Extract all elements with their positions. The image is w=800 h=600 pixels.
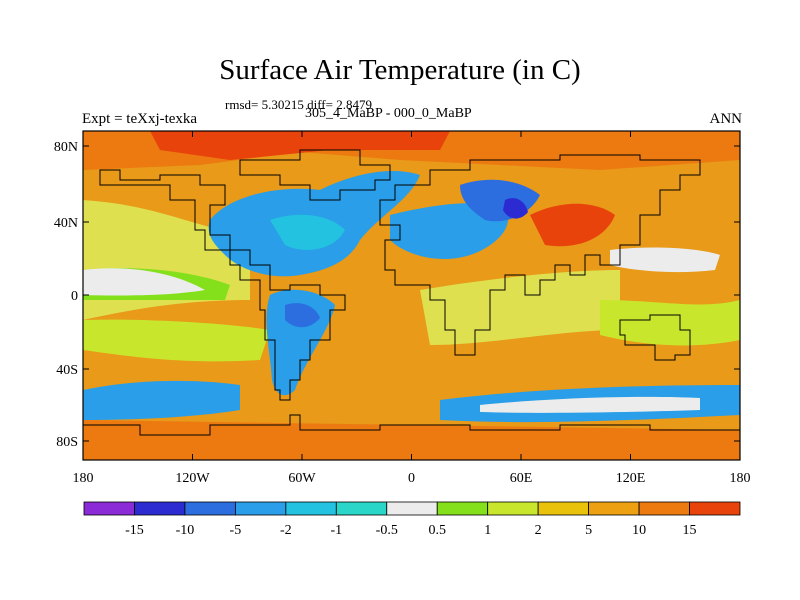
colorbar-swatch: [134, 501, 186, 516]
arctic-hot-region: [150, 131, 450, 160]
coastlines: [83, 149, 740, 436]
colorbar-label: -15: [125, 523, 144, 538]
stats-line: rmsd= 5.30215 diff= 2.8479: [225, 97, 372, 112]
lat-tick-label: 0: [71, 289, 78, 304]
colorbar-swatch: [436, 501, 489, 516]
colorbar-label: 15: [683, 523, 697, 538]
colorbar-swatch: [537, 501, 590, 516]
americas-coastline: [99, 169, 346, 401]
pacific-neutral: [610, 247, 720, 273]
colorbar-swatch: [335, 501, 388, 516]
colorbar-swatch: [285, 501, 337, 516]
colorbar-label: 2: [535, 523, 542, 538]
colorbar-swatch: [184, 501, 236, 516]
experiment-label: Expt = teXxj-texka: [82, 111, 198, 127]
colorbar-swatch: [83, 501, 135, 516]
north-america-cool: [270, 214, 345, 250]
lat-tick-label: 80N: [54, 140, 78, 155]
comparison-label: 305_4_MaBP - 000_0_MaBP: [305, 106, 472, 121]
lon-tick-label: 120W: [175, 471, 210, 486]
west-pacific-belt: [600, 300, 740, 346]
colorbar: -15 -10 -5 -2 -1 -0.5 0.5 1 2 5 10 15: [83, 501, 741, 538]
greenland-coastline: [239, 149, 391, 201]
lon-tick-label: 180: [730, 471, 751, 486]
colorbar-label: -10: [176, 523, 195, 538]
map-title: Surface Air Temperature (in C): [219, 54, 581, 86]
colorbar-label: 5: [585, 523, 592, 538]
colorbar-label: -0.5: [376, 523, 398, 538]
australia-coastline: [619, 314, 691, 361]
lat-tick-label: 40S: [56, 363, 78, 378]
colorbar-label: 1: [484, 523, 491, 538]
lon-tick-label: 120E: [616, 471, 646, 486]
pacific-south-belt: [83, 319, 270, 362]
lat-tick-label: 80S: [56, 435, 78, 450]
europe-cold: [390, 203, 509, 260]
eurasia-africa-coastline: [379, 154, 701, 356]
colorbar-swatch: [588, 501, 640, 516]
longitude-axis: 180 120W 60W 0 60E 120E 180: [73, 131, 751, 486]
south-america-colder: [285, 303, 320, 328]
season-label: ANN: [709, 111, 743, 127]
colorbar-swatch: [234, 501, 287, 516]
colorbar-swatch: [689, 501, 741, 516]
east-asia-hot: [530, 203, 615, 247]
southern-pacific-cold: [83, 380, 240, 420]
lon-tick-label: 60E: [510, 471, 533, 486]
indian-belt: [420, 270, 620, 345]
colorbar-swatch: [487, 501, 539, 516]
lon-tick-label: 180: [73, 471, 94, 486]
latitude-axis: 80N 40N 0 40S 80S: [54, 140, 740, 450]
colorbar-label: -2: [280, 523, 292, 538]
temperature-field: [83, 131, 740, 460]
colorbar-label: -1: [330, 523, 342, 538]
colorbar-swatch: [386, 501, 438, 516]
colorbar-label: 0.5: [428, 523, 446, 538]
colorbar-label: 10: [632, 523, 646, 538]
lon-tick-label: 60W: [288, 471, 316, 486]
central-asia-colder: [503, 198, 528, 219]
antarctic-warm-region: [83, 420, 740, 460]
colorbar-swatch: [638, 501, 690, 516]
southern-indian-neutral: [480, 396, 700, 413]
lat-tick-label: 40N: [54, 216, 78, 231]
equatorial-neutral: [83, 268, 205, 296]
lon-tick-label: 0: [408, 471, 415, 486]
antarctica-coastline: [83, 414, 740, 436]
colorbar-label: -5: [230, 523, 242, 538]
